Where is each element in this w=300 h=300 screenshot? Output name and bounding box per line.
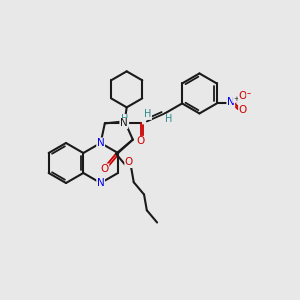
Text: H: H — [165, 114, 172, 124]
Text: O: O — [125, 158, 133, 167]
Text: –: – — [247, 89, 251, 98]
Text: +: + — [233, 96, 239, 102]
Text: O: O — [238, 105, 247, 116]
Text: O: O — [100, 164, 109, 174]
Text: N: N — [120, 118, 128, 128]
Text: N: N — [121, 115, 129, 125]
Text: O: O — [137, 136, 145, 146]
Text: N: N — [227, 98, 235, 107]
Text: N: N — [97, 138, 104, 148]
Text: O: O — [238, 92, 247, 101]
Text: H: H — [121, 114, 128, 124]
Text: H: H — [144, 110, 152, 119]
Text: N: N — [97, 178, 104, 188]
